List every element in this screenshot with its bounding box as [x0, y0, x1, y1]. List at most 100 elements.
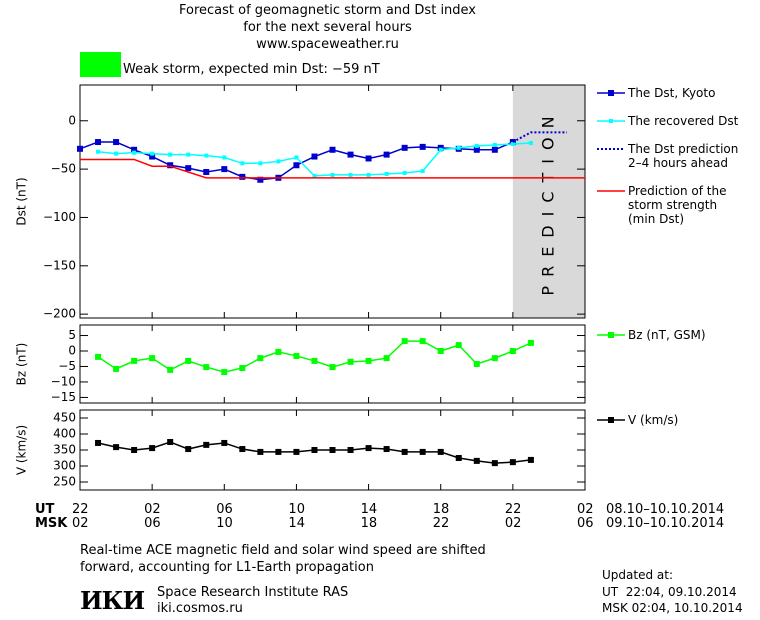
marker — [276, 159, 281, 164]
marker — [239, 365, 246, 372]
marker — [167, 439, 174, 445]
y-tick-label: −100 — [43, 210, 76, 224]
legend-label: Bz (nT, GSM) — [628, 328, 706, 342]
marker — [474, 143, 479, 148]
marker — [258, 161, 263, 166]
y-axis-label: Dst (nT) — [15, 177, 29, 225]
marker — [330, 172, 335, 177]
marker — [437, 348, 444, 354]
marker — [96, 149, 101, 154]
marker — [401, 338, 408, 345]
prediction-label: PREDICTION — [538, 107, 557, 295]
y-axis-label: V (km/s) — [15, 425, 29, 475]
plot-frame — [79, 84, 586, 319]
x-tick-label: 06 — [216, 502, 233, 517]
title-line: www.spaceweather.ru — [256, 37, 399, 52]
marker — [383, 446, 390, 453]
y-tick-label: 250 — [53, 475, 76, 489]
marker — [329, 364, 336, 371]
x2-tick-label: 22 — [432, 516, 450, 531]
date-range: 09.10–10.10.2014 — [606, 516, 725, 531]
legend-label: The Dst prediction 2–4 hours ahead — [628, 142, 739, 170]
y-tick-label: 0 — [68, 344, 76, 358]
marker — [203, 169, 210, 176]
marker — [204, 153, 209, 158]
marker — [383, 151, 390, 158]
marker — [168, 152, 173, 157]
legend-label: The Dst, Kyoto — [628, 86, 716, 100]
marker — [257, 448, 264, 455]
x2-tick-label: 06 — [144, 516, 161, 531]
marker — [77, 145, 83, 152]
x2-tick-label: 02 — [504, 516, 522, 531]
marker — [365, 445, 372, 452]
marker — [527, 456, 534, 463]
updated: Updated at: — [602, 568, 673, 582]
marker — [383, 355, 390, 362]
x-tick-label: 10 — [288, 502, 305, 517]
logo: ИКИ — [80, 586, 145, 615]
marker — [509, 459, 516, 466]
marker — [221, 369, 228, 376]
updated-ut: UT 22:04, 09.10.2014 — [602, 585, 737, 599]
marker — [419, 338, 426, 345]
marker — [113, 365, 120, 372]
marker — [491, 355, 498, 362]
marker — [366, 172, 371, 177]
marker — [347, 358, 354, 365]
y-tick-label: −200 — [43, 307, 76, 321]
marker — [455, 342, 462, 349]
marker — [365, 155, 372, 162]
y-tick-label: 350 — [53, 443, 76, 457]
marker — [348, 172, 353, 177]
x-tick-label: 14 — [360, 502, 378, 517]
marker — [150, 151, 155, 156]
x-tick-label: 22 — [72, 502, 89, 517]
x-axis-name: UT — [35, 502, 55, 517]
institute: Space Research Institute RAS — [157, 585, 349, 600]
marker — [509, 348, 516, 354]
marker — [347, 447, 354, 453]
plot-frame — [79, 324, 586, 404]
legend-marker — [609, 119, 613, 123]
marker — [419, 448, 426, 455]
marker — [114, 151, 119, 156]
marker — [365, 357, 372, 364]
legend-label: Prediction of the storm strength (min Ds… — [628, 184, 727, 226]
marker — [492, 142, 497, 147]
marker — [149, 153, 156, 160]
y-tick-label: −150 — [43, 258, 76, 272]
marker — [473, 361, 480, 367]
marker — [185, 446, 192, 453]
marker — [473, 146, 480, 153]
marker — [294, 155, 299, 160]
legend-label: V (km/s) — [628, 413, 679, 427]
marker — [275, 448, 282, 455]
legend-label: The recovered Dst — [628, 114, 739, 128]
marker — [455, 455, 462, 461]
marker — [275, 348, 282, 355]
marker — [239, 173, 246, 180]
marker — [186, 152, 191, 157]
marker — [203, 441, 210, 448]
marker — [95, 139, 102, 146]
marker — [257, 176, 264, 183]
updated-msk: MSK 02:04, 10.10.2014 — [602, 601, 743, 615]
marker — [329, 447, 336, 453]
series-line — [79, 141, 514, 181]
marker — [420, 169, 425, 174]
marker — [510, 141, 515, 146]
marker — [456, 145, 461, 150]
legend-marker — [608, 332, 614, 338]
y-tick-label: 400 — [53, 427, 76, 441]
marker — [311, 447, 318, 453]
x2-tick-label: 10 — [216, 516, 233, 531]
marker — [527, 339, 534, 346]
note: Real-time ACE magnetic field and solar w… — [80, 543, 486, 575]
marker — [113, 444, 120, 451]
marker — [221, 166, 228, 173]
y-tick-label: −5 — [58, 359, 76, 373]
y-tick-label: 5 — [68, 328, 76, 342]
marker — [185, 357, 192, 364]
